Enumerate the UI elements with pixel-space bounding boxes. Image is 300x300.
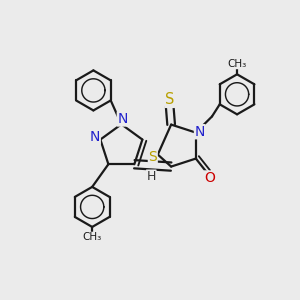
Text: N: N [90, 130, 100, 144]
Text: N: N [194, 125, 205, 139]
Text: CH₃: CH₃ [82, 232, 102, 242]
Text: CH₃: CH₃ [227, 59, 247, 69]
Text: N: N [117, 112, 128, 126]
Text: S: S [148, 150, 157, 164]
Text: H: H [147, 170, 156, 183]
Text: S: S [165, 92, 174, 107]
Text: O: O [204, 171, 215, 185]
